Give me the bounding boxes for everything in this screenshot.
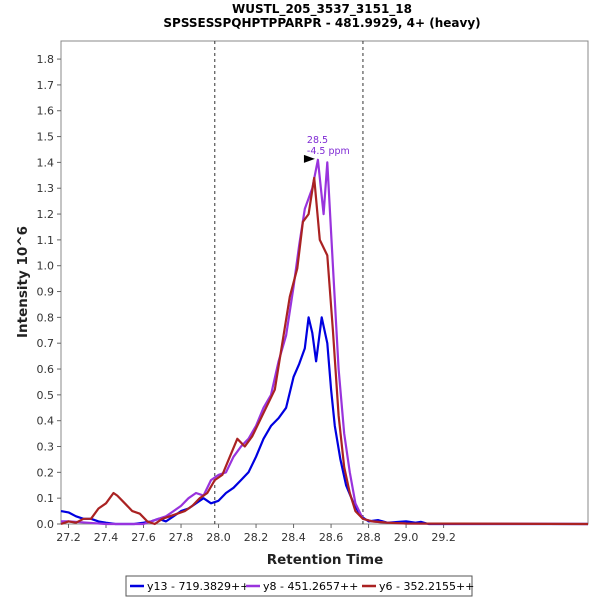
- plot-frame: [60, 40, 589, 525]
- y-axis-label: Intensity 10^6: [15, 226, 31, 338]
- y-tick-label: 1.8: [37, 53, 55, 66]
- apex-time-label: 28.5: [307, 135, 328, 146]
- y-tick-label: 1.2: [37, 208, 55, 221]
- y-tick-label: 1.6: [37, 105, 55, 118]
- y-tick-label: 0.7: [37, 337, 55, 350]
- y-tick-label: 0.8: [37, 311, 55, 324]
- x-tick-label: 28.8: [356, 531, 381, 544]
- y-tick-label: 0.2: [37, 466, 55, 479]
- y-tick-label: 0.5: [37, 389, 55, 402]
- x-tick-label: 29.0: [394, 531, 419, 544]
- legend-label-3: y6 - 352.2155++: [379, 580, 474, 593]
- x-tick-label: 29.2: [431, 531, 456, 544]
- chart-title: WUSTL_205_3537_3151_18: [232, 2, 412, 17]
- legend-box: [125, 575, 473, 597]
- chart-subtitle: SPSSESSPQHPTPPARPR - 481.9929, 4+ (heavy…: [163, 16, 480, 30]
- x-tick-label: 28.4: [281, 531, 306, 544]
- plot-area: 27.2 27.4 27.6 27.8 28.0 28.2 28.4 28.6 28.8 29.0…: [37, 40, 589, 544]
- series-line-3: [60, 176, 589, 526]
- y-tick-label: 0.9: [37, 286, 55, 299]
- apex-marker: [303, 154, 315, 163]
- x-tick-label: 27.2: [56, 531, 81, 544]
- y-tick-label: 1.5: [37, 131, 55, 144]
- legend: y13 - 719.3829++ y8 - 451.2657++ y6 - 352.…: [125, 575, 474, 597]
- x-tick-label: 28.2: [244, 531, 269, 544]
- legend-label-2: y8 - 451.2657++: [263, 580, 358, 593]
- x-tick-label: 27.4: [94, 531, 119, 544]
- y-tick-label: 0.4: [37, 415, 55, 428]
- apex-ppm-label: -4.5 ppm: [307, 146, 350, 157]
- y-tick-label: 0.0: [37, 518, 55, 531]
- x-tick-label: 28.0: [206, 531, 231, 544]
- legend-items: y13 - 719.3829++ y8 - 451.2657++ y6 - 352.…: [130, 580, 474, 593]
- x-axis-label: Retention Time: [267, 552, 384, 568]
- x-tick-label: 27.8: [169, 531, 194, 544]
- y-tick-label: 1.7: [37, 79, 55, 92]
- x-tick-label: 28.6: [319, 531, 344, 544]
- series-line-2: [61, 158, 589, 526]
- y-tick-label: 0.6: [37, 363, 55, 376]
- y-tick-label: 1.4: [37, 156, 55, 169]
- y-tick-label: 1.0: [37, 260, 55, 273]
- y-tick-label: 0.3: [37, 441, 55, 454]
- x-tick-label: 27.6: [131, 531, 156, 544]
- legend-label-1: y13 - 719.3829++: [147, 580, 249, 593]
- y-tick-label: 1.1: [37, 234, 55, 247]
- y-tick-label: 1.3: [37, 182, 55, 195]
- y-tick-label: 0.1: [37, 492, 55, 505]
